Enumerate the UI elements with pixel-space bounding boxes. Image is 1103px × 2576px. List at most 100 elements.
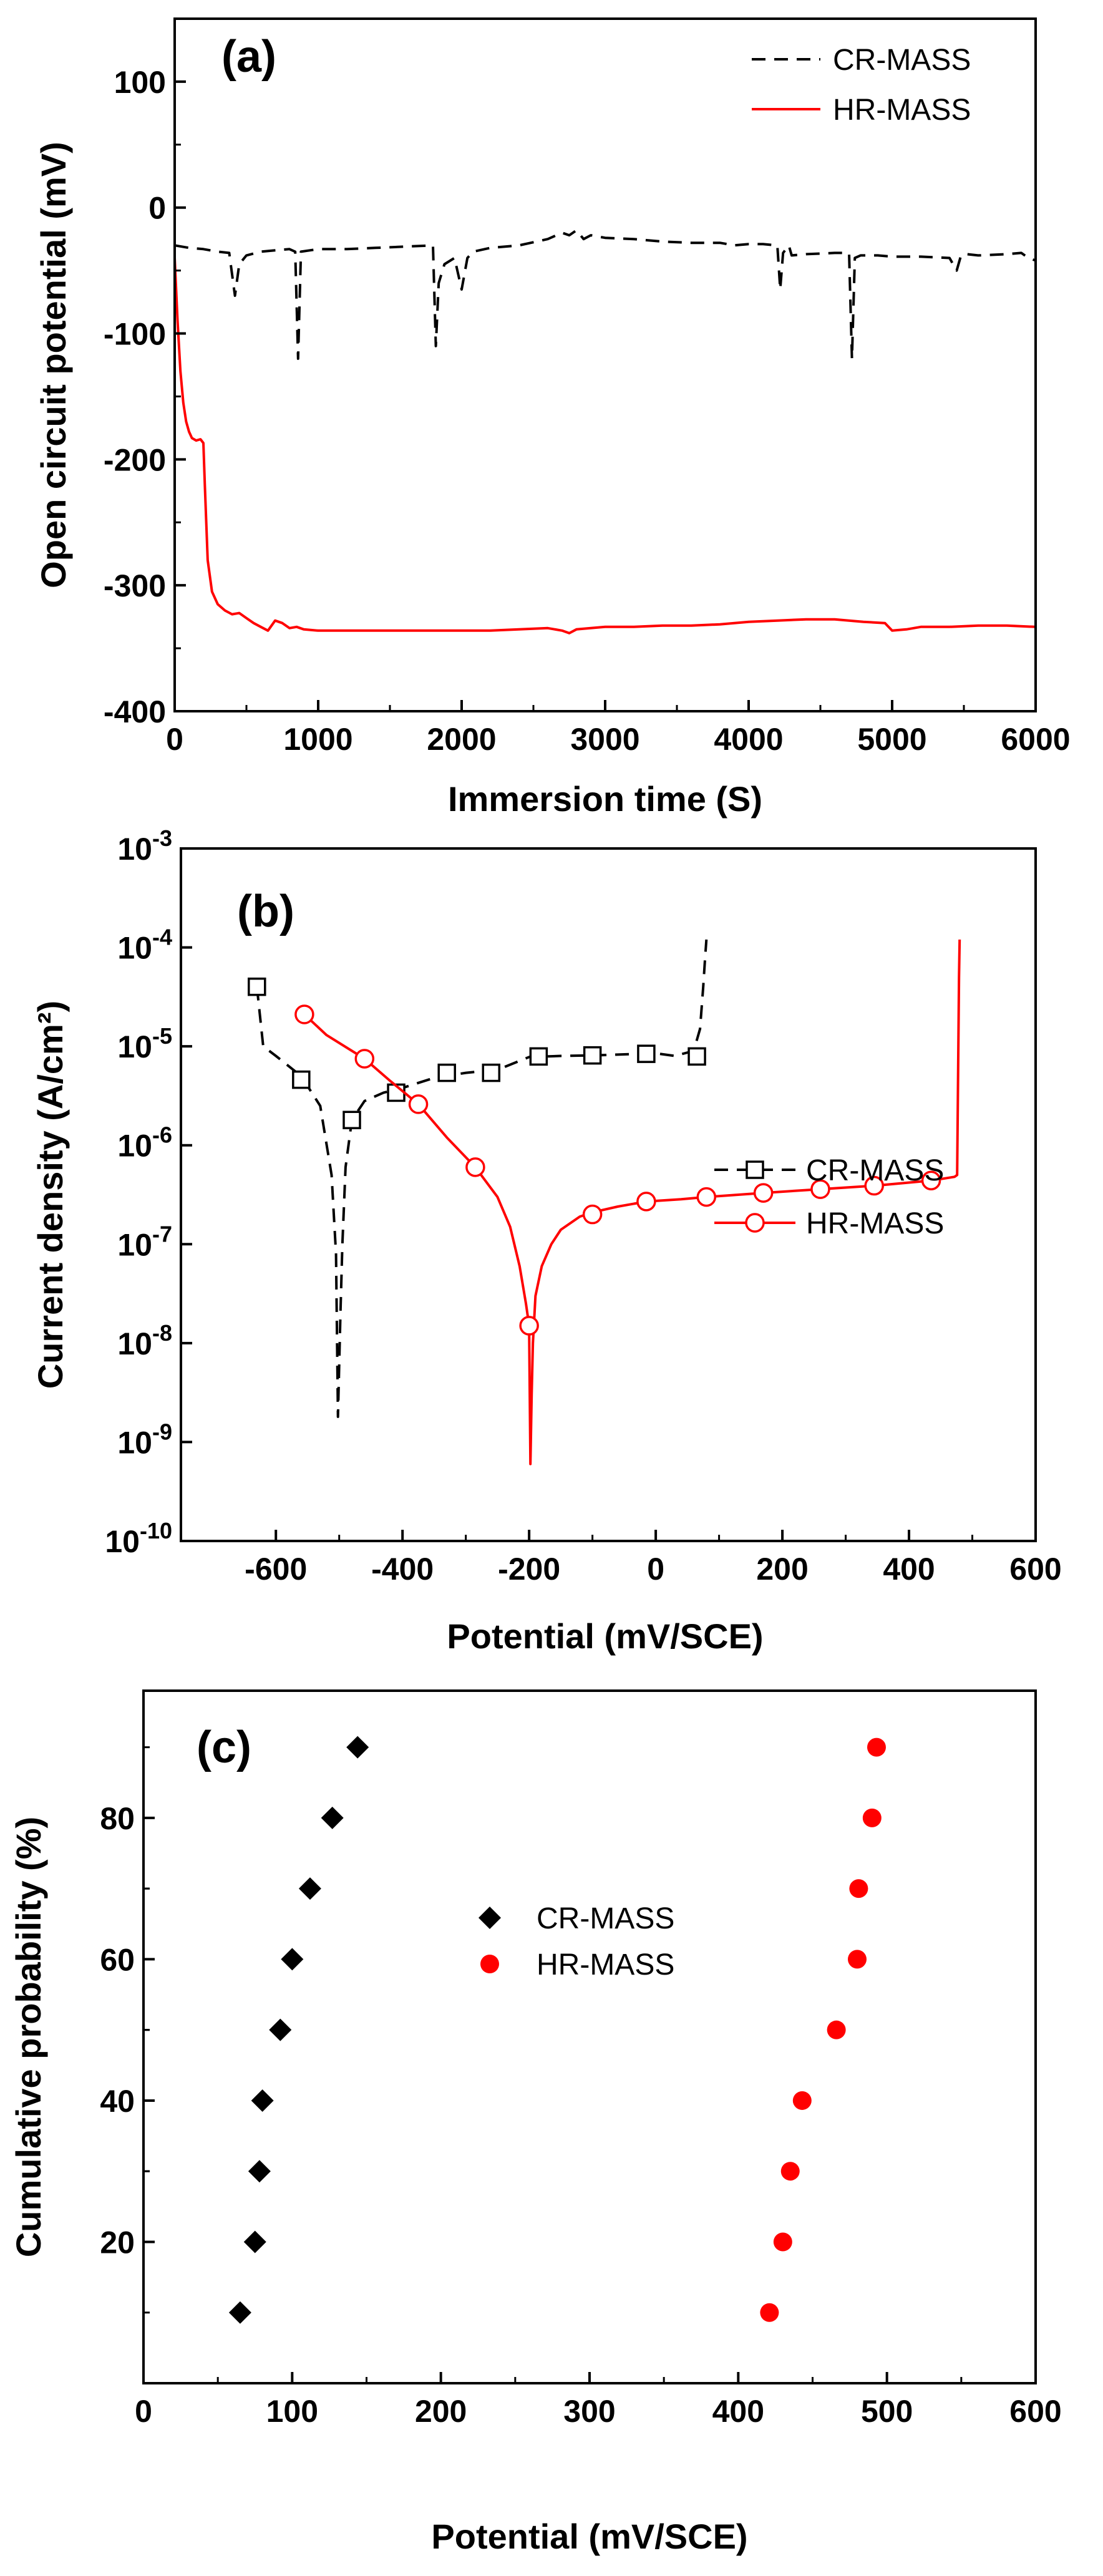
series-cr-mass-marker — [529, 1047, 548, 1066]
series-hr-mass-line — [173, 258, 1036, 634]
x-tick-label: 6000 — [1001, 722, 1070, 757]
series-cr-mass-point — [269, 2018, 292, 2041]
series-hr-mass-marker — [354, 1049, 375, 1069]
panel-b-legend: CR-MASS HR-MASS — [714, 1154, 944, 1240]
series-hr-mass-marker — [636, 1192, 656, 1212]
legend-hr-mass-label: HR-MASS — [833, 94, 971, 127]
series-cr-mass-marker — [637, 1044, 656, 1063]
panel-a-tag: (a) — [221, 32, 276, 82]
y-tick-label: 10-9 — [117, 1419, 172, 1460]
panel-b-y-axis-title: Current density (A/cm²) — [31, 1001, 70, 1389]
panel-c-plot-area — [228, 1736, 886, 2324]
series-cr-mass-point — [321, 1806, 344, 1829]
series-hr-mass-marker — [519, 1316, 539, 1336]
series-hr-mass-marker — [864, 1175, 884, 1196]
series-hr-mass-marker — [753, 1183, 774, 1203]
series-hr-mass-marker — [408, 1094, 429, 1114]
panel-c-ticks: 0 100 200 300 400 500 600 20 40 60 80 — [100, 1746, 1062, 2429]
x-tick-label: 0 — [135, 2394, 152, 2429]
series-cr-mass-marker — [343, 1111, 361, 1129]
y-tick-label: 10-8 — [117, 1320, 172, 1361]
panel-a-x-axis-title: Immersion time (S) — [448, 779, 762, 819]
series-cr-mass-point — [298, 1877, 321, 1900]
legend-cr-mass-square-marker — [746, 1160, 764, 1179]
y-tick-label: 10-7 — [117, 1221, 172, 1262]
series-hr-mass-point — [760, 2303, 779, 2322]
panel-c-pitting-probability-chart: 0 100 200 300 400 500 600 20 40 60 80 (c) Potentia… — [9, 1689, 1062, 2556]
series-hr-mass-point — [862, 1808, 882, 1827]
y-tick-label: 60 — [100, 1942, 135, 1977]
y-tick-label: 10-4 — [117, 925, 172, 966]
x-tick-label: 0 — [166, 722, 183, 757]
series-hr-mass-marker — [582, 1204, 603, 1225]
panel-c-y-axis-title: Cumulative probability (%) — [9, 1817, 48, 2257]
x-tick-label: 300 — [563, 2394, 615, 2429]
legend-cr-mass-label: CR-MASS — [833, 44, 971, 77]
x-tick-label: -600 — [245, 1552, 307, 1587]
x-tick-label: 2000 — [427, 722, 496, 757]
series-hr-mass-marker — [921, 1170, 941, 1191]
x-tick-label: 0 — [647, 1552, 664, 1587]
series-hr-mass-point — [780, 2162, 800, 2181]
legend-cr-mass-label: CR-MASS — [806, 1154, 944, 1187]
series-cr-mass-line — [174, 229, 1036, 360]
series-cr-mass-point — [243, 2230, 266, 2253]
series-hr-mass-point — [849, 1879, 868, 1898]
panel-a-ocp-chart: 0 1000 2000 3000 4000 5000 6000-400-300-200-10… — [34, 17, 1071, 819]
x-tick-label: 1000 — [283, 722, 352, 757]
panel-a-ticks: 0 1000 2000 3000 4000 5000 6000-400-300-200-10… — [104, 65, 1071, 757]
legend-cr-mass-label: CR-MASS — [537, 1902, 674, 1935]
y-tick-label: 20 — [100, 2225, 135, 2260]
panel-b-polarization-chart: -600 -400 -200 0 200 400 600 10-10 10-9 10-8 10-7 1… — [31, 825, 1062, 1656]
y-tick-label: 0 — [148, 191, 166, 226]
series-hr-mass-point — [773, 2232, 792, 2252]
panel-b-tag: (b) — [237, 887, 294, 936]
x-tick-label: 100 — [266, 2394, 318, 2429]
series-hr-mass-marker — [294, 1004, 314, 1024]
y-tick-label: -300 — [104, 568, 166, 603]
panel-b-plot-area — [248, 939, 961, 1465]
series-hr-mass-point — [848, 1950, 867, 1969]
series-cr-mass-marker — [437, 1063, 456, 1082]
series-hr-mass-point — [827, 2020, 846, 2039]
series-hr-mass-point — [792, 2091, 812, 2110]
y-tick-label: -100 — [104, 317, 166, 352]
series-cr-mass-marker — [248, 977, 266, 996]
series-cr-mass-point — [251, 2089, 274, 2112]
series-cr-mass-marker — [688, 1047, 706, 1066]
legend-hr-mass-circle-marker — [480, 1955, 499, 1973]
panel-a-plot-area — [173, 229, 1036, 634]
legend-hr-mass-label: HR-MASS — [537, 1948, 674, 1981]
panel-a-legend: CR-MASS HR-MASS — [752, 44, 971, 127]
y-tick-label: 10-3 — [117, 825, 172, 867]
panel-a-y-axis-title: Open circuit potential (mV) — [34, 142, 73, 588]
series-cr-mass-point — [248, 2160, 271, 2183]
panel-b-ticks: -600 -400 -200 0 200 400 600 10-10 10-9 10-8 10-7 1… — [105, 825, 1061, 1587]
panel-b-frame — [180, 847, 1037, 1542]
legend-cr-mass-diamond-marker — [479, 1907, 501, 1929]
x-tick-label: -400 — [371, 1552, 434, 1587]
x-tick-label: 5000 — [857, 722, 926, 757]
x-tick-label: 200 — [756, 1552, 808, 1587]
y-tick-label: 80 — [100, 1801, 135, 1836]
y-tick-label: -400 — [104, 694, 166, 729]
series-cr-mass-point — [281, 1948, 304, 1971]
x-tick-label: 400 — [712, 2394, 764, 2429]
y-tick-label: 40 — [100, 2084, 135, 2119]
panel-c-tag: (c) — [197, 1723, 251, 1772]
y-tick-label: -200 — [104, 442, 166, 477]
x-tick-label: 400 — [883, 1552, 935, 1587]
x-tick-label: 3000 — [570, 722, 639, 757]
series-cr-mass-point — [346, 1736, 369, 1759]
x-tick-label: 600 — [1009, 1552, 1061, 1587]
x-tick-label: 500 — [861, 2394, 913, 2429]
series-cr-mass-marker — [482, 1063, 501, 1082]
y-tick-label: 100 — [114, 65, 166, 100]
series-cr-mass-marker — [292, 1070, 311, 1089]
series-hr-mass-marker — [465, 1157, 485, 1177]
panel-c-legend: CR-MASS HR-MASS — [479, 1902, 674, 1981]
x-tick-label: 200 — [415, 2394, 467, 2429]
series-hr-mass-marker — [696, 1187, 717, 1207]
